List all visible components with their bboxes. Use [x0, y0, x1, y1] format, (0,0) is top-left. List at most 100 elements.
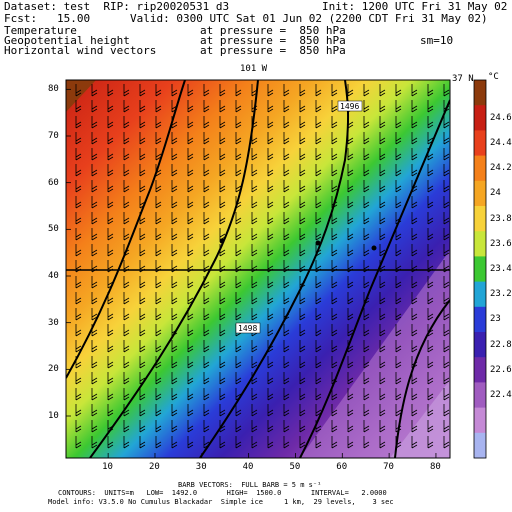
wind-barb — [235, 212, 242, 225]
wind-barb — [299, 388, 306, 401]
field-wind-level: at pressure = 850 hPa — [200, 44, 346, 57]
wind-barb — [235, 180, 242, 193]
wind-barb — [219, 372, 226, 385]
wind-barb — [283, 388, 290, 401]
wind-barb — [299, 308, 306, 321]
wind-barb — [219, 308, 226, 321]
field-wind-name: Horizontal wind vectors — [4, 44, 157, 57]
wind-barb — [395, 244, 402, 257]
wind-barb — [443, 164, 450, 177]
wind-barb — [123, 196, 130, 209]
wind-barb — [395, 436, 402, 449]
barb-legend: BARB VECTORS: FULL BARB = 5 m s⁻¹ — [178, 481, 322, 489]
wind-barb — [251, 388, 258, 401]
wind-barb — [107, 292, 114, 305]
wind-barb — [123, 180, 130, 193]
wind-barb — [331, 116, 338, 129]
wind-barb — [267, 84, 274, 97]
wind-barb — [299, 148, 306, 161]
wind-barb — [395, 356, 402, 369]
wind-barb — [251, 340, 258, 353]
colorbar-tick-label: 24.4 — [490, 138, 512, 148]
wind-barb — [411, 436, 418, 449]
wind-barb — [331, 308, 338, 321]
y-tick-label: 60 — [48, 177, 59, 188]
wind-barb — [267, 180, 274, 193]
wind-barb — [411, 164, 418, 177]
wind-barb — [187, 340, 194, 353]
wind-barb — [219, 340, 226, 353]
wind-barb — [379, 100, 386, 113]
wind-barb — [203, 436, 210, 449]
wind-barb — [171, 148, 178, 161]
wind-barb — [379, 84, 386, 97]
wind-barb — [347, 132, 354, 145]
wind-barb — [187, 324, 194, 337]
wind-barb — [443, 228, 450, 241]
wind-barb — [155, 388, 162, 401]
wind-barb — [395, 276, 402, 289]
wind-barb — [203, 116, 210, 129]
wind-barb — [395, 148, 402, 161]
wind-barb — [219, 100, 226, 113]
wind-barb — [299, 132, 306, 145]
wind-barb — [187, 436, 194, 449]
wind-barb — [107, 196, 114, 209]
wind-barb — [155, 180, 162, 193]
wind-barb — [139, 340, 146, 353]
x-tick-label: 60 — [336, 462, 348, 472]
colorbar-tick-label: 23.8 — [490, 213, 512, 224]
wind-barb — [219, 164, 226, 177]
wind-barb — [91, 292, 98, 305]
wind-barb — [315, 84, 322, 97]
contour-label: 1496 — [340, 102, 359, 111]
wind-barb — [315, 228, 322, 241]
wind-barb — [187, 244, 194, 257]
wind-barb — [363, 100, 370, 113]
wind-barb — [283, 308, 290, 321]
wind-barb — [91, 340, 98, 353]
x-tick-label: 10 — [102, 462, 113, 472]
wind-barb — [171, 324, 178, 337]
y-tick-label: 70 — [48, 131, 59, 141]
wind-barb — [347, 180, 354, 193]
wind-barb — [395, 100, 402, 113]
wind-barb — [75, 84, 82, 97]
wind-barb — [427, 308, 434, 321]
wind-barb — [347, 356, 354, 369]
wind-barb — [203, 340, 210, 353]
wind-barb — [379, 340, 386, 353]
wind-barb — [443, 292, 450, 305]
wind-barb — [427, 404, 434, 417]
wind-barb — [155, 404, 162, 417]
wind-barb — [427, 292, 434, 305]
wind-barb — [203, 388, 210, 401]
wind-barb — [75, 100, 82, 113]
wind-barb — [251, 436, 258, 449]
wind-barb — [251, 420, 258, 433]
wind-barb — [411, 100, 418, 113]
wind-barb — [363, 388, 370, 401]
y-tick-label: 10 — [48, 411, 59, 421]
wind-barb — [443, 404, 450, 417]
wind-barb — [395, 196, 402, 209]
wind-barb — [155, 228, 162, 241]
wind-barb — [251, 228, 258, 241]
wind-barb — [171, 388, 178, 401]
wind-barb — [283, 212, 290, 225]
wind-barb — [251, 308, 258, 321]
wind-barb — [91, 308, 98, 321]
wind-barb — [187, 132, 194, 145]
wind-barb — [251, 132, 258, 145]
wind-barb — [411, 372, 418, 385]
wind-barb — [187, 308, 194, 321]
wind-barb — [91, 244, 98, 257]
wind-barb — [379, 292, 386, 305]
wind-barb — [235, 84, 242, 97]
wind-barb — [379, 324, 386, 337]
wind-barb — [299, 196, 306, 209]
wind-barb — [299, 420, 306, 433]
wind-barb — [91, 132, 98, 145]
wind-barb — [251, 116, 258, 129]
wind-barb — [123, 420, 130, 433]
